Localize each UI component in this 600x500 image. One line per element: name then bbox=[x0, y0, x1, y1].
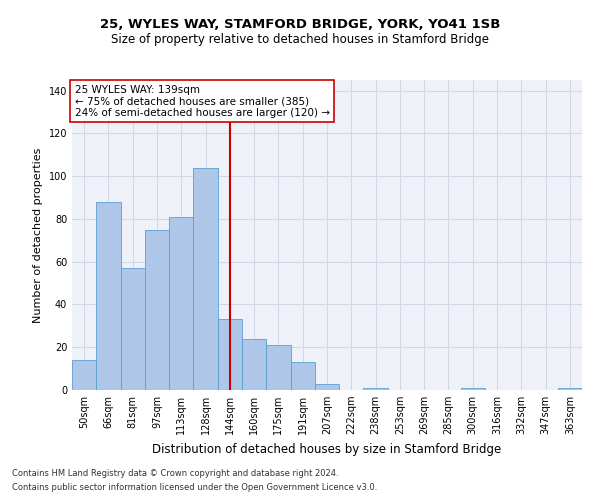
Bar bbox=[266, 345, 290, 390]
Bar bbox=[364, 388, 388, 390]
Bar bbox=[72, 360, 96, 390]
Bar bbox=[315, 384, 339, 390]
Bar bbox=[96, 202, 121, 390]
Bar bbox=[461, 388, 485, 390]
X-axis label: Distribution of detached houses by size in Stamford Bridge: Distribution of detached houses by size … bbox=[152, 442, 502, 456]
Bar bbox=[145, 230, 169, 390]
Text: 25, WYLES WAY, STAMFORD BRIDGE, YORK, YO41 1SB: 25, WYLES WAY, STAMFORD BRIDGE, YORK, YO… bbox=[100, 18, 500, 30]
Text: Contains HM Land Registry data © Crown copyright and database right 2024.: Contains HM Land Registry data © Crown c… bbox=[12, 468, 338, 477]
Text: Size of property relative to detached houses in Stamford Bridge: Size of property relative to detached ho… bbox=[111, 32, 489, 46]
Bar bbox=[558, 388, 582, 390]
Bar bbox=[290, 362, 315, 390]
Text: Contains public sector information licensed under the Open Government Licence v3: Contains public sector information licen… bbox=[12, 484, 377, 492]
Bar bbox=[193, 168, 218, 390]
Y-axis label: Number of detached properties: Number of detached properties bbox=[33, 148, 43, 322]
Text: 25 WYLES WAY: 139sqm
← 75% of detached houses are smaller (385)
24% of semi-deta: 25 WYLES WAY: 139sqm ← 75% of detached h… bbox=[74, 84, 329, 118]
Bar bbox=[218, 320, 242, 390]
Bar bbox=[121, 268, 145, 390]
Bar bbox=[169, 217, 193, 390]
Bar bbox=[242, 338, 266, 390]
